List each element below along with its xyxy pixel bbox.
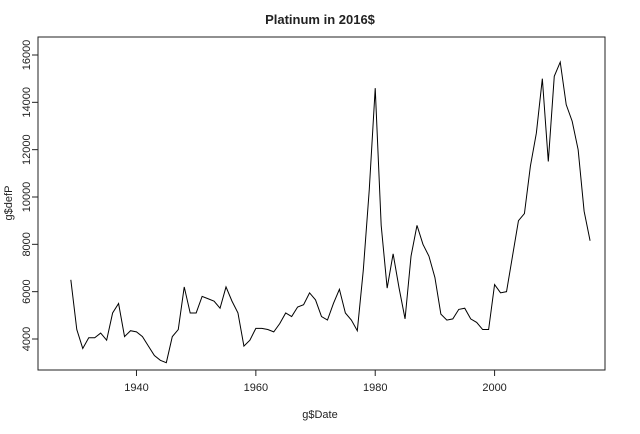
y-tick-label: 10000 [21, 182, 33, 213]
y-tick-label: 12000 [21, 134, 33, 165]
x-tick-label: 1940 [124, 382, 148, 394]
data-line [70, 60, 591, 364]
y-tick-label: 16000 [21, 40, 33, 71]
plot-box [37, 36, 606, 371]
x-tick-label: 2000 [482, 382, 506, 394]
x-axis-label: g$Date [302, 409, 337, 421]
y-tick-label: 4000 [21, 327, 33, 351]
y-tick-label: 6000 [21, 279, 33, 303]
y-tick-label: 14000 [21, 87, 33, 118]
x-tick-label: 1960 [244, 382, 268, 394]
y-tick-label: 8000 [21, 232, 33, 256]
y-axis-label: g$defP [3, 186, 15, 221]
x-tick-label: 1980 [363, 382, 387, 394]
chart-title: Platinum in 2016$ [265, 12, 376, 27]
